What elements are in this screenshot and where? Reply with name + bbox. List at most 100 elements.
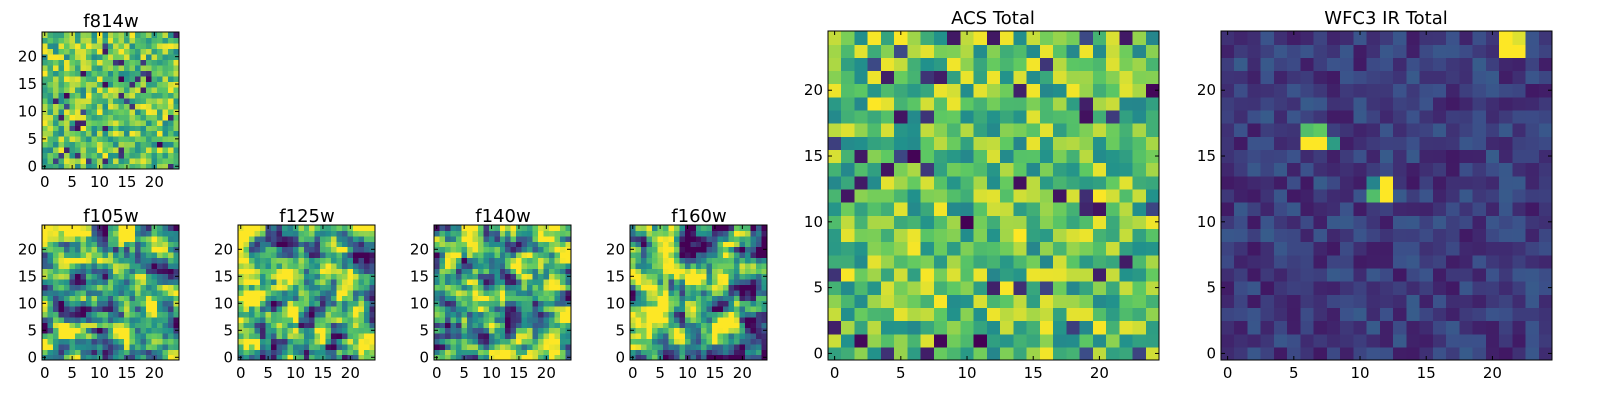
- heatmap-cell: [102, 97, 109, 104]
- heatmap-cell: [1512, 202, 1527, 216]
- heatmap-cell: [434, 241, 441, 248]
- heatmap-cell: [1366, 228, 1381, 243]
- heatmap-cell: [461, 327, 468, 334]
- heatmap-cell: [1326, 175, 1341, 190]
- x-tick-label: 0: [1223, 364, 1233, 382]
- heatmap-cell: [287, 273, 294, 280]
- heatmap-cell: [538, 333, 545, 339]
- heatmap-cell: [1512, 57, 1527, 72]
- heatmap-cell: [516, 316, 523, 323]
- heatmap-cell: [157, 252, 164, 258]
- heatmap-cell: [69, 241, 76, 248]
- heatmap-cell: [129, 225, 136, 231]
- heatmap-cell: [920, 188, 935, 203]
- heatmap-cell: [1119, 162, 1134, 177]
- heatmap-cell: [309, 284, 316, 291]
- heatmap-cell: [47, 300, 54, 307]
- heatmap-cell: [1512, 162, 1527, 177]
- heatmap-cell: [1145, 307, 1160, 322]
- heatmap-cell: [1353, 175, 1368, 190]
- heatmap-cell: [1432, 215, 1447, 229]
- heatmap-cell: [58, 108, 65, 115]
- heatmap-cell: [168, 108, 175, 115]
- heatmap-cell: [1353, 44, 1368, 58]
- heatmap-cell: [986, 188, 1001, 203]
- heatmap-cell: [58, 316, 65, 323]
- heatmap-cell: [1459, 333, 1474, 348]
- heatmap-cell: [560, 289, 567, 296]
- heatmap-cell: [270, 225, 277, 231]
- heatmap-cell: [1247, 83, 1262, 98]
- heatmap-cell: [717, 343, 724, 350]
- heatmap-cell: [657, 295, 664, 302]
- heatmap-cell: [281, 241, 288, 248]
- heatmap-cell: [63, 37, 70, 44]
- heatmap-cell: [151, 70, 158, 77]
- heatmap-cell: [364, 300, 371, 307]
- heatmap-cell: [472, 279, 479, 285]
- heatmap-cell: [270, 333, 277, 339]
- heatmap-cell: [455, 295, 462, 302]
- heatmap-cell: [1472, 267, 1487, 282]
- heatmap-cell: [1379, 307, 1394, 322]
- heatmap-cell: [1260, 136, 1275, 151]
- heatmap-cell: [173, 322, 180, 329]
- heatmap-cell: [140, 125, 147, 132]
- heatmap-cell: [292, 311, 299, 318]
- heatmap-cell: [1300, 281, 1315, 295]
- heatmap-cell: [238, 241, 245, 248]
- heatmap-cell: [1092, 333, 1107, 348]
- heatmap-cell: [47, 48, 54, 55]
- heatmap-cell: [723, 333, 730, 339]
- heatmap-cell: [124, 81, 131, 88]
- heatmap-cell: [920, 320, 935, 335]
- heatmap-cell: [1221, 44, 1235, 58]
- heatmap-cell: [745, 343, 752, 350]
- heatmap-cell: [1512, 175, 1527, 190]
- heatmap-cell: [657, 306, 664, 312]
- heatmap-cell: [248, 333, 256, 339]
- heatmap-cell: [85, 338, 92, 345]
- heatmap-cell: [880, 31, 895, 45]
- heatmap-cell: [74, 300, 81, 307]
- heatmap-cell: [1353, 307, 1368, 322]
- heatmap-cell: [1446, 44, 1460, 58]
- heatmap-cell: [107, 70, 114, 77]
- heatmap-cell: [173, 97, 180, 104]
- heatmap-cell: [1026, 44, 1041, 58]
- heatmap-cell: [320, 300, 327, 307]
- heatmap-cell: [1326, 202, 1341, 216]
- heatmap-cell: [287, 262, 294, 269]
- heatmap-cell: [342, 338, 349, 345]
- heatmap-cell: [69, 295, 76, 302]
- heatmap-cell: [1366, 31, 1381, 45]
- heatmap-cell: [690, 289, 697, 296]
- heatmap-cell: [673, 273, 680, 280]
- heatmap-cell: [695, 273, 702, 280]
- heatmap-cell: [646, 252, 653, 258]
- heatmap-cell: [651, 246, 658, 253]
- heatmap-cell: [532, 349, 539, 356]
- heatmap-cell: [947, 346, 961, 361]
- heatmap-cell: [292, 289, 299, 296]
- heatmap-cell: [146, 316, 153, 323]
- heatmap-cell: [960, 202, 975, 216]
- heatmap-cell: [933, 281, 948, 295]
- heatmap-cell: [728, 333, 735, 339]
- heatmap-cell: [960, 70, 975, 85]
- heatmap-cell: [118, 147, 125, 154]
- heatmap-cell: [80, 97, 87, 104]
- heatmap-cell: [1419, 136, 1434, 151]
- heatmap-cell: [651, 300, 658, 307]
- heatmap-cell: [52, 289, 60, 296]
- heatmap-cell: [1393, 241, 1407, 256]
- heatmap-cell: [510, 349, 517, 356]
- heatmap-cell: [516, 279, 523, 285]
- heatmap-cell: [867, 228, 882, 243]
- heatmap-cell: [455, 338, 462, 345]
- heatmap-cell: [657, 262, 664, 269]
- heatmap-cell: [58, 136, 65, 143]
- heatmap-cell: [69, 53, 76, 60]
- heatmap-cell: [532, 235, 539, 242]
